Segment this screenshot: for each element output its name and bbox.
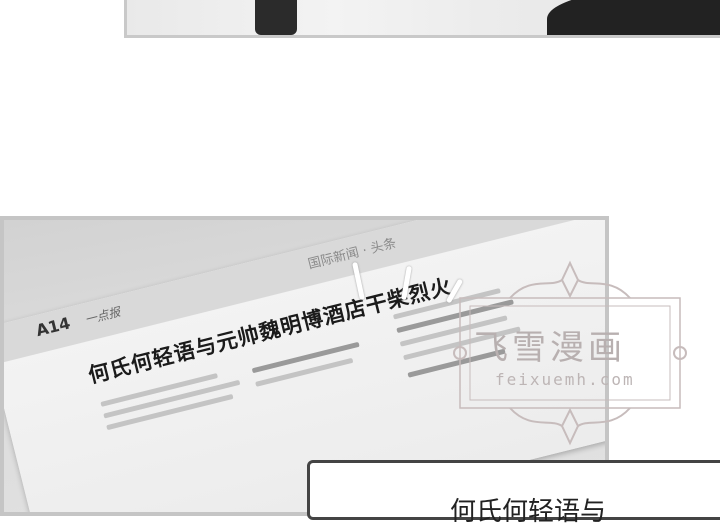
speech-bubble-text: 何氏何轻语与 (450, 497, 607, 527)
dark-figure-left (255, 0, 297, 35)
speech-bubble: 何氏何轻语与 (307, 460, 720, 527)
watermark-frame-ornament (453, 260, 687, 446)
article-text-line (255, 357, 354, 387)
newspaper-comic-panel: A14 一点报 国际新闻 · 头条 何氏何轻语与元帅魏明博酒店干柴烈火 (0, 216, 609, 516)
watermark: 飞雪漫画 feixuemh.com (450, 258, 690, 448)
watermark-title: 飞雪漫画 (474, 328, 626, 368)
dark-figure-right (547, 0, 720, 35)
watermark-url: feixuemh.com (495, 370, 635, 389)
top-comic-panel (124, 0, 720, 38)
